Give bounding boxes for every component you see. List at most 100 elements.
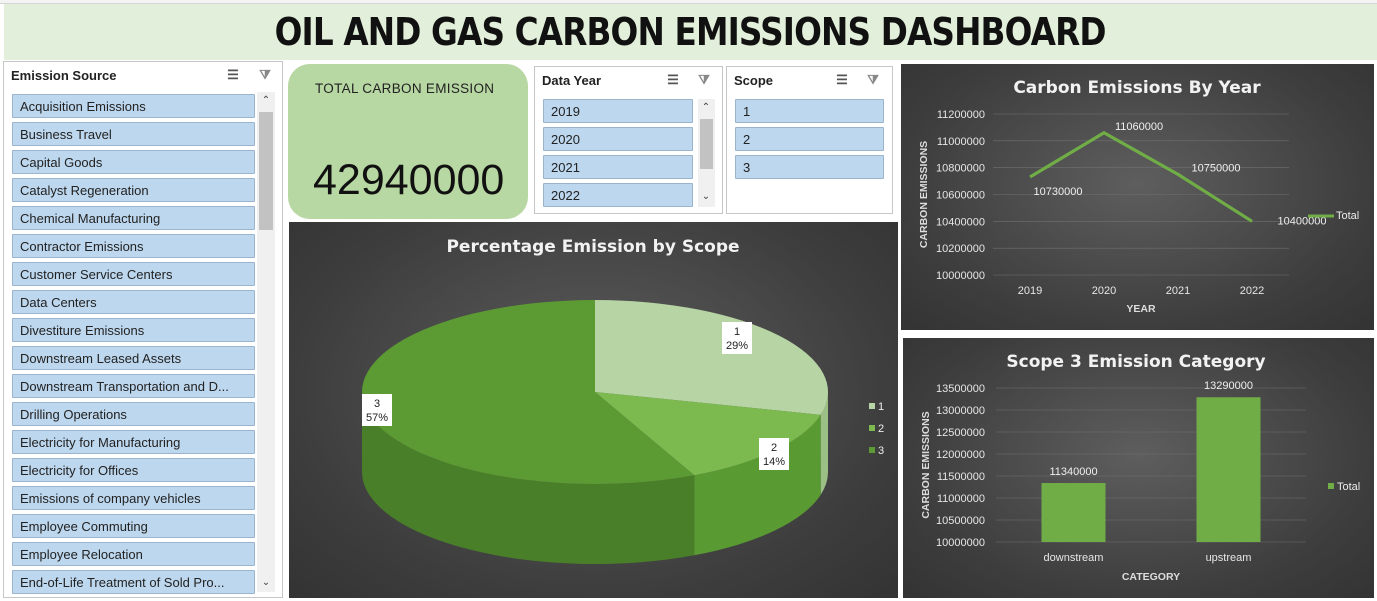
slicer-header: Emission Source ☰ ⧩ bbox=[4, 62, 282, 88]
slicer-item[interactable]: 2021 bbox=[543, 155, 693, 179]
data-label: 11060000 bbox=[1115, 121, 1163, 133]
multi-select-icon[interactable]: ☰ bbox=[667, 72, 679, 87]
x-tick-label: 2019 bbox=[1018, 285, 1042, 297]
data-label-box bbox=[722, 322, 752, 354]
data-label-category: 1 bbox=[734, 326, 740, 338]
multi-select-icon[interactable]: ☰ bbox=[836, 72, 848, 87]
scope-slicer[interactable]: Scope ☰ ⧩ 1 2 3 bbox=[726, 66, 893, 214]
sheet-grid-edge bbox=[0, 0, 1377, 4]
scroll-thumb[interactable] bbox=[259, 112, 273, 230]
y-tick-label: 11000000 bbox=[937, 493, 985, 505]
slicer-item[interactable]: Divestiture Emissions bbox=[12, 318, 255, 342]
y-tick-label: 10600000 bbox=[936, 190, 985, 202]
slicer-item[interactable]: 2019 bbox=[543, 99, 693, 123]
chart-title: Scope 3 Emission Category bbox=[1006, 352, 1265, 372]
slicer-item[interactable]: 1 bbox=[735, 99, 884, 123]
y-tick-label: 10000000 bbox=[936, 270, 985, 282]
pie-slice-side bbox=[362, 392, 695, 564]
emission-source-slicer[interactable]: Emission Source ☰ ⧩ Acquisition Emission… bbox=[3, 61, 283, 598]
data-label: 10400000 bbox=[1278, 215, 1327, 227]
pie-slice-side bbox=[694, 414, 821, 556]
data-label-box bbox=[759, 438, 789, 470]
pie-chart-panel: Percentage Emission by Scope 1 29% 2 14% 3 57%… bbox=[289, 222, 898, 598]
slicer-item-list: Acquisition Emissions Business Travel Capi… bbox=[12, 94, 255, 598]
chevron-up-icon[interactable]: ⌃ bbox=[261, 95, 271, 106]
y-axis-label: CARBON EMISSIONS bbox=[918, 141, 930, 248]
slicer-item[interactable]: Downstream Leased Assets bbox=[12, 346, 255, 370]
chart-title: Percentage Emission by Scope bbox=[446, 237, 739, 257]
chevron-down-icon[interactable]: ⌄ bbox=[701, 191, 711, 202]
legend-entry: 2 bbox=[878, 423, 884, 435]
pie-slice bbox=[362, 300, 695, 484]
data-label-category: 2 bbox=[771, 442, 777, 454]
kpi-value: 42940000 bbox=[313, 156, 505, 204]
scrollbar[interactable]: ⌃ ⌄ bbox=[698, 99, 715, 207]
data-label-percent: 14% bbox=[763, 456, 785, 468]
slicer-item[interactable]: Capital Goods bbox=[12, 150, 255, 174]
y-tick-label: 11200000 bbox=[937, 109, 985, 121]
slicer-item[interactable]: Downstream Transportation and D... bbox=[12, 374, 255, 398]
slicer-item[interactable]: Contractor Emissions bbox=[12, 234, 255, 258]
dashboard-title: OIL AND GAS CARBON EMISSIONS DASHBOARD bbox=[274, 10, 1107, 54]
pie-chart: Percentage Emission by Scope 1 29% 2 14% 3 57%… bbox=[362, 237, 884, 564]
slicer-item[interactable]: 2022 bbox=[543, 183, 693, 207]
total-emission-card: TOTAL CARBON EMISSION 42940000 bbox=[288, 64, 528, 219]
bar-chart: Scope 3 Emission Category 13500000 1300000… bbox=[920, 352, 1360, 583]
legend-swatch bbox=[869, 425, 875, 431]
bar bbox=[1196, 397, 1261, 542]
legend-entry: Total bbox=[1336, 210, 1359, 222]
legend-swatch bbox=[869, 447, 875, 453]
y-tick-label: 10400000 bbox=[936, 216, 985, 228]
x-tick-label: 2022 bbox=[1240, 285, 1264, 297]
y-tick-label: 11000000 bbox=[937, 136, 985, 148]
slicer-item-list: 1 2 3 bbox=[735, 99, 884, 183]
multi-select-icon[interactable]: ☰ bbox=[227, 67, 239, 82]
y-tick-label: 11500000 bbox=[937, 471, 985, 483]
slicer-header: Scope ☰ ⧩ bbox=[727, 67, 892, 93]
chart-title: Carbon Emissions By Year bbox=[1013, 78, 1261, 98]
slicer-item[interactable]: Electricity for Manufacturing bbox=[12, 430, 255, 454]
legend-swatch bbox=[869, 403, 875, 409]
slicer-item[interactable]: Business Travel bbox=[12, 122, 255, 146]
slicer-item[interactable]: Acquisition Emissions bbox=[12, 94, 255, 118]
slicer-header: Data Year ☰ ⧩ bbox=[535, 67, 722, 93]
line-chart: Carbon Emissions By Year 11200000 11000000… bbox=[918, 78, 1359, 315]
slicer-item[interactable]: 2 bbox=[735, 127, 884, 151]
slicer-item[interactable]: Emissions of company vehicles bbox=[12, 486, 255, 510]
clear-filter-icon[interactable]: ⧩ bbox=[867, 72, 879, 87]
data-label: 10750000 bbox=[1192, 162, 1241, 174]
slicer-title: Data Year bbox=[542, 72, 602, 88]
slicer-item[interactable]: Employee Commuting bbox=[12, 514, 255, 538]
x-tick-label: upstream bbox=[1206, 552, 1252, 564]
line-chart-panel: Carbon Emissions By Year 11200000 11000000… bbox=[901, 64, 1374, 330]
data-label-percent: 57% bbox=[366, 412, 388, 424]
x-axis-label: YEAR bbox=[1126, 303, 1156, 315]
clear-filter-icon[interactable]: ⧩ bbox=[698, 72, 710, 87]
slicer-item[interactable]: Data Centers bbox=[12, 290, 255, 314]
legend-entry: 1 bbox=[878, 401, 884, 413]
chevron-down-icon[interactable]: ⌄ bbox=[261, 577, 271, 588]
kpi-label: TOTAL CARBON EMISSION bbox=[315, 81, 495, 96]
slicer-title: Emission Source bbox=[11, 67, 117, 83]
data-label-box bbox=[362, 394, 392, 426]
slicer-item[interactable]: Drilling Operations bbox=[12, 402, 255, 426]
y-tick-label: 12000000 bbox=[936, 449, 985, 461]
slicer-item[interactable]: Chemical Manufacturing bbox=[12, 206, 255, 230]
clear-filter-icon[interactable]: ⧩ bbox=[259, 67, 271, 82]
pie-slice bbox=[595, 300, 828, 415]
scrollbar[interactable]: ⌃ ⌄ bbox=[257, 92, 275, 592]
slicer-item[interactable]: Electricity for Offices bbox=[12, 458, 255, 482]
slicer-item[interactable]: 2020 bbox=[543, 127, 693, 151]
slicer-item[interactable]: 3 bbox=[735, 155, 884, 179]
slicer-item[interactable]: Customer Service Centers bbox=[12, 262, 255, 286]
y-tick-label: 13000000 bbox=[936, 405, 985, 417]
chevron-up-icon[interactable]: ⌃ bbox=[701, 102, 711, 113]
y-tick-label: 13500000 bbox=[936, 383, 985, 395]
data-year-slicer[interactable]: Data Year ☰ ⧩ 2019 2020 2021 2022 ⌃ ⌄ bbox=[534, 66, 723, 214]
slicer-item[interactable]: Employee Relocation bbox=[12, 542, 255, 566]
data-label: 13290000 bbox=[1204, 380, 1253, 392]
slicer-item[interactable]: Catalyst Regeneration bbox=[12, 178, 255, 202]
scroll-thumb[interactable] bbox=[700, 119, 713, 169]
slicer-item[interactable]: End-of-Life Treatment of Sold Pro... bbox=[12, 570, 255, 594]
data-label: 10730000 bbox=[1034, 186, 1083, 198]
